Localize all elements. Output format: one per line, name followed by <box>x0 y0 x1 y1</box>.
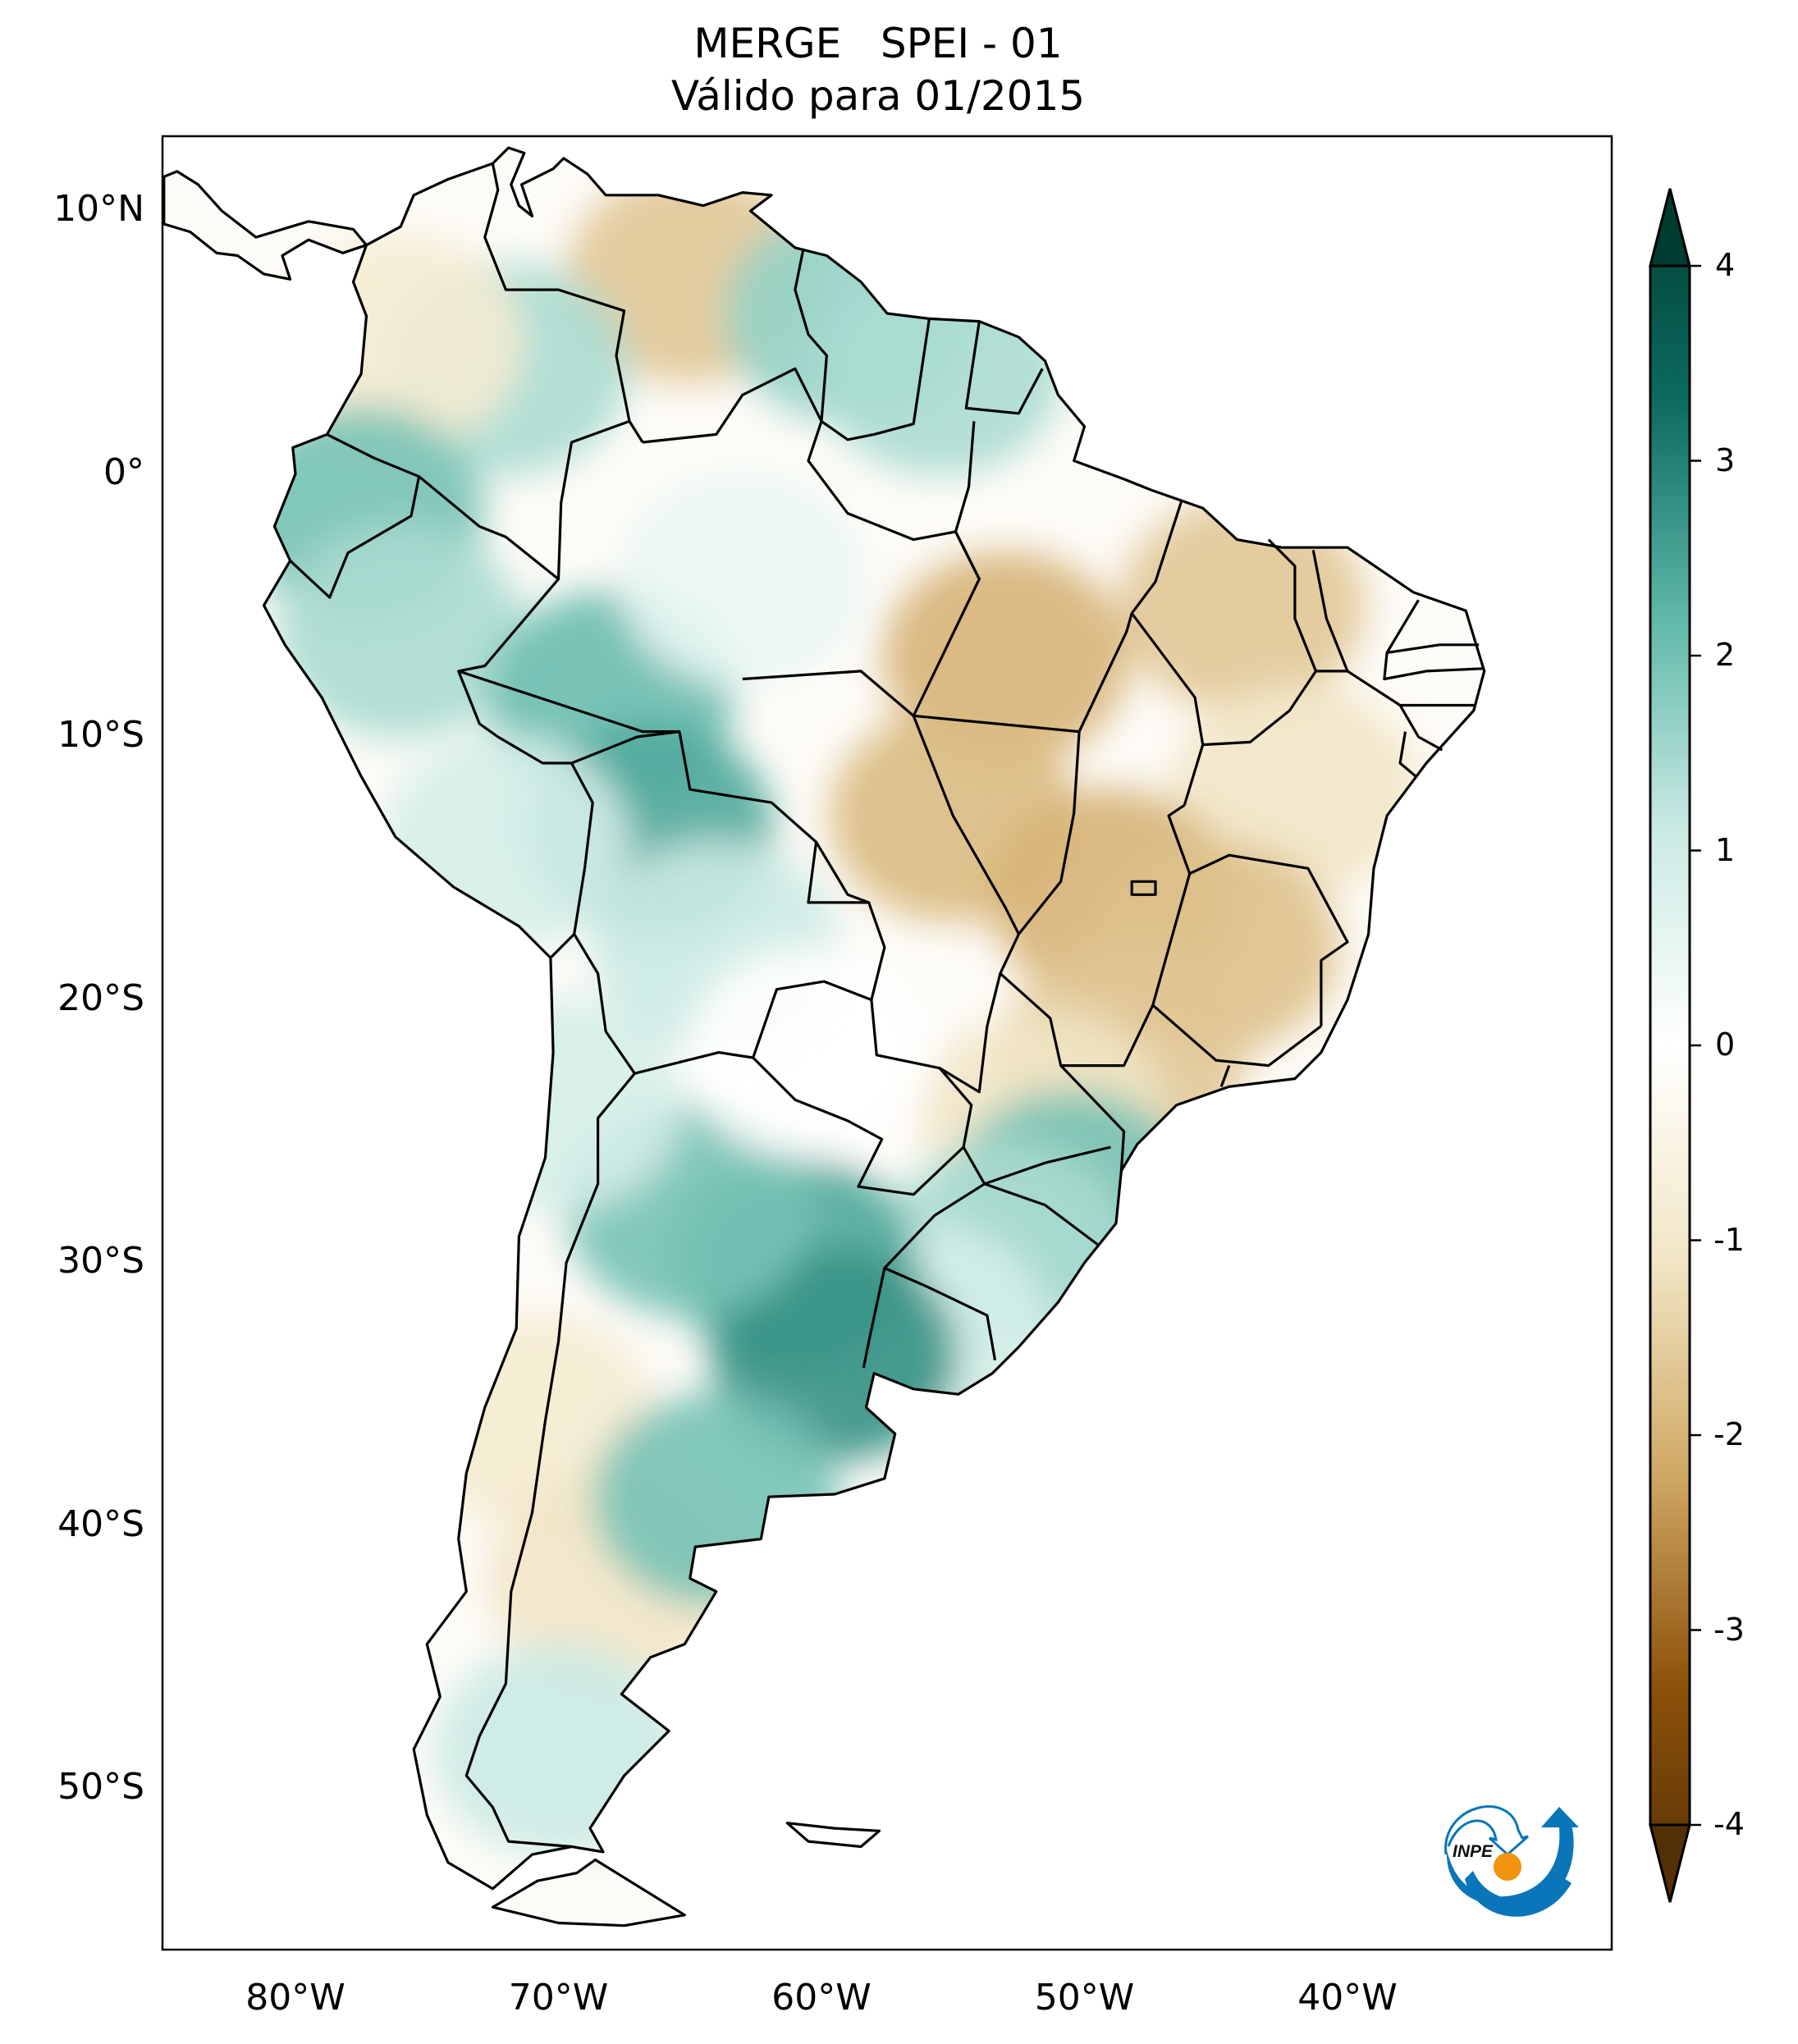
logo-arc-outline <box>1444 1805 1529 1857</box>
country-border <box>289 432 421 599</box>
lat-tick-label: 10°N <box>53 188 144 230</box>
country-border <box>912 715 1020 935</box>
colorbar-tick-label: 0 <box>1715 1027 1736 1063</box>
lat-tick-label: 50°S <box>57 1766 144 1808</box>
map-subtitle: Válido para 01/2015 <box>670 72 1086 120</box>
country-border <box>1130 612 1205 806</box>
inpe-logo: INPE <box>1444 1805 1579 1917</box>
country-border <box>1059 1064 1126 1171</box>
lon-tick-label: 70°W <box>508 1977 609 2019</box>
country-border <box>815 841 870 904</box>
lon-tick-label: 60°W <box>771 1977 872 2019</box>
logo-sun <box>1494 1853 1521 1881</box>
map-frame <box>161 135 1613 1951</box>
country-border <box>984 1182 1099 1246</box>
country-border <box>642 367 823 444</box>
colorbar-extend-max <box>1649 188 1691 268</box>
logo-arrow-head <box>1541 1807 1579 1827</box>
country-border <box>752 999 973 1196</box>
colorbar-body <box>1649 188 1691 1903</box>
lat-tick-label: 30°S <box>57 1240 144 1282</box>
country-border <box>457 578 572 765</box>
colorbar-tick-label: -3 <box>1713 1611 1745 1648</box>
country-border <box>464 1072 636 1849</box>
logo-text: INPE <box>1453 1842 1494 1861</box>
country-border <box>1398 731 1417 778</box>
colorbar-tick-label: 4 <box>1715 247 1736 283</box>
colorbar-tick-label: 2 <box>1715 637 1736 673</box>
spei-region <box>1119 498 1366 712</box>
country-border <box>1398 704 1443 752</box>
country-border <box>1311 550 1349 673</box>
logo-swoosh-arc <box>1446 1826 1574 1907</box>
country-border <box>862 1268 886 1369</box>
country-border <box>954 421 981 580</box>
spei-region <box>435 1642 682 1856</box>
country-border <box>939 973 1002 1094</box>
country-border <box>964 321 1044 415</box>
colorbar-tick-label: -2 <box>1713 1416 1745 1452</box>
colorbar-extend-min <box>1649 1823 1691 1903</box>
country-border <box>1219 1065 1231 1087</box>
lat-tick-label: 0° <box>103 450 144 493</box>
country-border <box>1383 652 1485 681</box>
lat-tick-label: 20°S <box>57 976 144 1019</box>
country-border <box>1151 1004 1322 1068</box>
spei-field <box>163 148 1485 1926</box>
country-border <box>742 670 1080 734</box>
country-border <box>984 1145 1111 1186</box>
tierra-del-fuego <box>491 1858 686 1927</box>
lon-tick-label: 40°W <box>1297 1977 1398 2019</box>
country-border <box>573 933 636 1075</box>
spei-region <box>592 1392 840 1607</box>
colorbar-tick-label: 1 <box>1715 831 1736 868</box>
country-border <box>458 670 679 734</box>
country-border <box>1347 670 1476 707</box>
country-border <box>999 731 1192 1068</box>
country-borders <box>162 146 1486 1927</box>
country-border <box>1385 599 1480 654</box>
country-border <box>549 762 594 959</box>
lon-tick-label: 80°W <box>245 1977 345 2019</box>
coastline <box>262 146 1486 1891</box>
falkland-islands <box>785 1822 881 1849</box>
lon-tick-label: 50°W <box>1034 1977 1135 2019</box>
spei-region <box>817 262 1064 476</box>
spei-region <box>435 998 682 1212</box>
map-title: MERGE SPEI - 01 <box>693 20 1063 67</box>
colorbar <box>1649 188 1701 1903</box>
lat-tick-label: 40°S <box>57 1502 144 1545</box>
spei-region <box>277 524 524 738</box>
country-border <box>1189 853 1349 1027</box>
logo-swoosh <box>1465 1871 1572 1917</box>
lat-tick-label: 10°S <box>57 714 144 756</box>
spei-region <box>382 735 629 949</box>
central-america-coast <box>162 170 368 281</box>
colorbar-tick-label: -4 <box>1713 1806 1745 1842</box>
federal-district-border <box>1130 880 1157 896</box>
colorbar-tick-label: -1 <box>1713 1221 1745 1258</box>
spei-region <box>619 472 866 686</box>
country-border <box>483 162 644 443</box>
colorbar-tick-label: 3 <box>1715 441 1736 478</box>
